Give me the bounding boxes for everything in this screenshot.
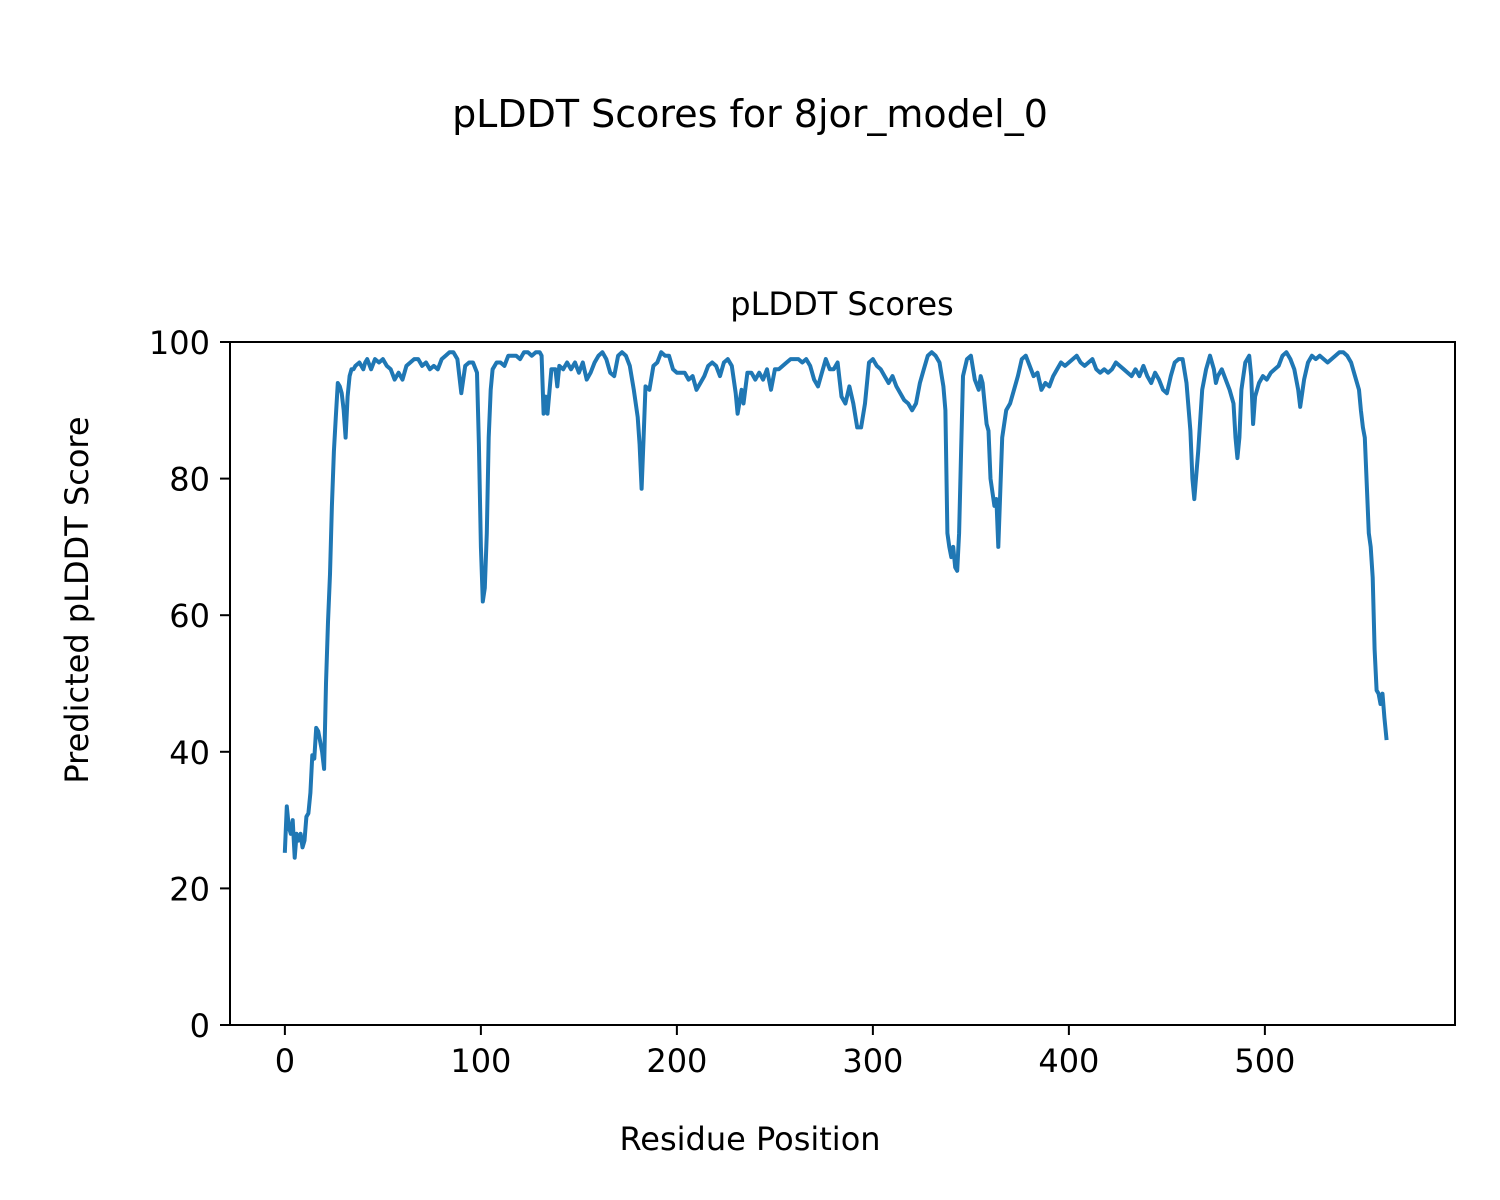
y-axis-label: Predicted pLDDT Score (58, 416, 96, 783)
series-line (282, 350, 1389, 860)
y-axis-ticks: 0 20 40 60 80 100 (149, 324, 230, 1045)
y-tick-label: 60 (169, 597, 210, 635)
x-tick-label: 400 (1038, 1042, 1099, 1080)
y-tick-label: 100 (149, 324, 210, 362)
x-axis-label: Residue Position (619, 1120, 880, 1158)
figure-title: pLDDT Scores for 8jor_model_0 (452, 92, 1048, 136)
y-tick-label: 40 (169, 734, 210, 772)
x-axis-ticks: 0 100 200 300 400 500 (275, 1025, 1295, 1080)
plot-title: pLDDT Scores (730, 285, 953, 323)
y-tick-label: 20 (169, 870, 210, 908)
x-tick-label: 200 (646, 1042, 707, 1080)
x-tick-label: 0 (275, 1042, 295, 1080)
x-tick-label: 500 (1234, 1042, 1295, 1080)
plot-frame (229, 341, 1456, 1026)
x-tick-label: 100 (450, 1042, 511, 1080)
y-tick-label: 0 (190, 1007, 210, 1045)
x-tick-label: 300 (842, 1042, 903, 1080)
y-tick-label: 80 (169, 461, 210, 499)
